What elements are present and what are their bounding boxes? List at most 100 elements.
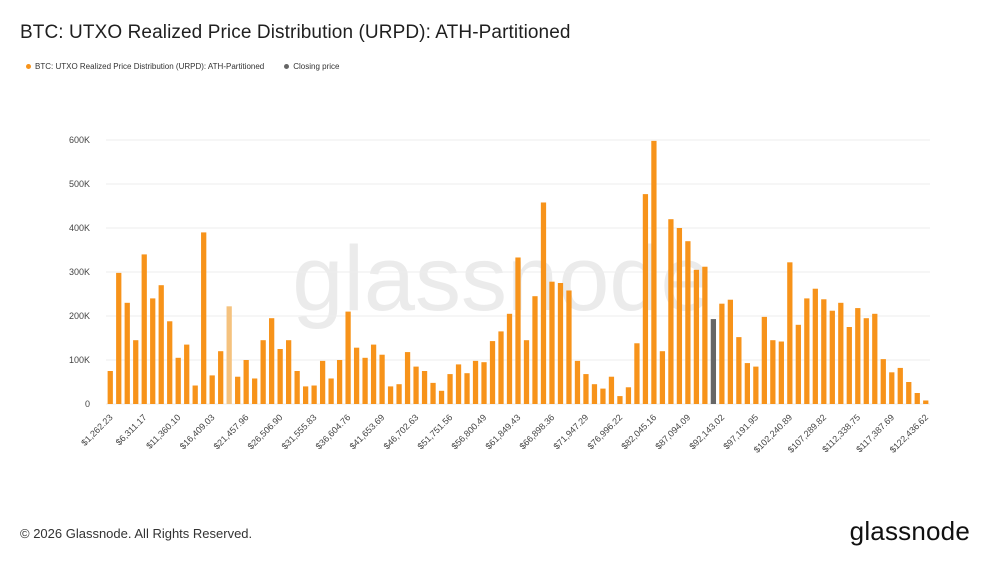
urpd-bar[interactable] (617, 396, 623, 404)
urpd-bar[interactable] (685, 241, 691, 404)
urpd-bar[interactable] (413, 366, 419, 404)
urpd-bar[interactable] (235, 376, 241, 404)
urpd-bar[interactable] (226, 306, 232, 404)
urpd-bar[interactable] (829, 310, 835, 404)
urpd-bar[interactable] (362, 357, 368, 404)
urpd-bar[interactable] (574, 360, 581, 404)
legend-item-closing-price[interactable]: Closing price (284, 62, 340, 71)
urpd-bar[interactable] (124, 302, 130, 404)
urpd-bar[interactable] (778, 341, 784, 404)
urpd-bar[interactable] (277, 349, 283, 404)
urpd-bar[interactable] (421, 371, 428, 404)
urpd-bar[interactable] (532, 296, 538, 404)
urpd-bar[interactable] (506, 313, 513, 404)
legend-item-urpd[interactable]: BTC: UTXO Realized Price Distribution (U… (26, 62, 264, 71)
urpd-bar[interactable] (557, 283, 564, 404)
urpd-bar[interactable] (659, 351, 666, 404)
urpd-bar[interactable] (515, 257, 521, 404)
urpd-bar[interactable] (447, 374, 453, 404)
urpd-bar[interactable] (770, 340, 776, 404)
urpd-bar[interactable] (379, 354, 385, 404)
urpd-bar[interactable] (387, 386, 394, 404)
urpd-bar[interactable] (192, 385, 198, 404)
urpd-bar[interactable] (430, 382, 436, 404)
urpd-bar[interactable] (286, 340, 292, 404)
urpd-bar[interactable] (642, 194, 649, 404)
urpd-bar[interactable] (498, 331, 504, 404)
urpd-bar[interactable] (846, 327, 852, 404)
urpd-bar[interactable] (201, 232, 207, 404)
urpd-bar[interactable] (753, 366, 759, 404)
urpd-bar[interactable] (404, 352, 411, 404)
urpd-bar[interactable] (914, 393, 920, 404)
urpd-bar[interactable] (158, 285, 164, 404)
urpd-bar[interactable] (795, 324, 801, 404)
closing-price-bar[interactable] (710, 319, 717, 404)
urpd-bar[interactable] (719, 303, 725, 404)
urpd-bar[interactable] (608, 376, 615, 404)
urpd-bar[interactable] (472, 360, 479, 404)
urpd-bar[interactable] (540, 202, 547, 404)
urpd-bar[interactable] (396, 384, 402, 404)
urpd-bar[interactable] (184, 344, 190, 404)
urpd-bar[interactable] (294, 371, 300, 404)
urpd-bar[interactable] (370, 344, 377, 404)
urpd-bar[interactable] (583, 374, 589, 404)
urpd-bar[interactable] (336, 360, 343, 404)
urpd-bar[interactable] (489, 341, 496, 404)
urpd-bar[interactable] (455, 364, 462, 404)
urpd-bar[interactable] (116, 272, 122, 404)
urpd-bar[interactable] (889, 372, 895, 404)
urpd-bar[interactable] (591, 384, 598, 404)
urpd-bar[interactable] (600, 388, 606, 404)
urpd-bar[interactable] (209, 375, 215, 404)
urpd-bar[interactable] (906, 382, 912, 404)
urpd-bar[interactable] (311, 385, 317, 404)
urpd-bar[interactable] (260, 340, 266, 404)
urpd-bar[interactable] (676, 228, 683, 404)
urpd-bar[interactable] (625, 387, 632, 404)
urpd-bar[interactable] (804, 298, 810, 404)
urpd-bar[interactable] (668, 219, 674, 404)
urpd-bar[interactable] (252, 378, 258, 404)
urpd-bar[interactable] (736, 337, 742, 404)
urpd-bar[interactable] (175, 357, 181, 404)
urpd-bar[interactable] (319, 360, 326, 404)
urpd-bar[interactable] (150, 298, 156, 404)
urpd-bar[interactable] (702, 266, 708, 404)
urpd-bar[interactable] (167, 321, 173, 404)
urpd-bar[interactable] (107, 371, 113, 404)
urpd-bar[interactable] (787, 262, 793, 404)
urpd-bar[interactable] (141, 254, 147, 404)
urpd-bar[interactable] (481, 362, 487, 404)
urpd-bar[interactable] (855, 308, 861, 404)
urpd-bar[interactable] (693, 269, 700, 404)
urpd-bar[interactable] (302, 386, 309, 404)
urpd-bar[interactable] (727, 299, 734, 404)
urpd-bar[interactable] (812, 288, 818, 404)
urpd-bar[interactable] (821, 299, 827, 404)
urpd-bar[interactable] (549, 281, 555, 404)
urpd-bar[interactable] (218, 351, 224, 404)
urpd-bar[interactable] (353, 347, 360, 404)
brand-logo[interactable]: glassnode (849, 516, 970, 546)
urpd-bar[interactable] (566, 290, 572, 404)
urpd-bar[interactable] (634, 343, 640, 404)
urpd-bar[interactable] (923, 400, 929, 404)
urpd-bar[interactable] (328, 378, 334, 404)
urpd-bar[interactable] (838, 302, 844, 404)
urpd-bar[interactable] (243, 360, 249, 404)
urpd-bar[interactable] (863, 318, 869, 404)
urpd-bar[interactable] (523, 340, 530, 404)
urpd-bar[interactable] (438, 390, 445, 404)
urpd-bar[interactable] (761, 316, 767, 404)
urpd-bar[interactable] (897, 367, 903, 404)
urpd-bar[interactable] (744, 363, 750, 404)
urpd-bar[interactable] (464, 373, 470, 404)
urpd-bar[interactable] (345, 311, 351, 404)
urpd-bar[interactable] (269, 318, 275, 404)
urpd-bar[interactable] (880, 359, 886, 404)
urpd-bar[interactable] (133, 340, 139, 404)
urpd-bar[interactable] (872, 313, 878, 404)
urpd-bar[interactable] (651, 140, 657, 404)
